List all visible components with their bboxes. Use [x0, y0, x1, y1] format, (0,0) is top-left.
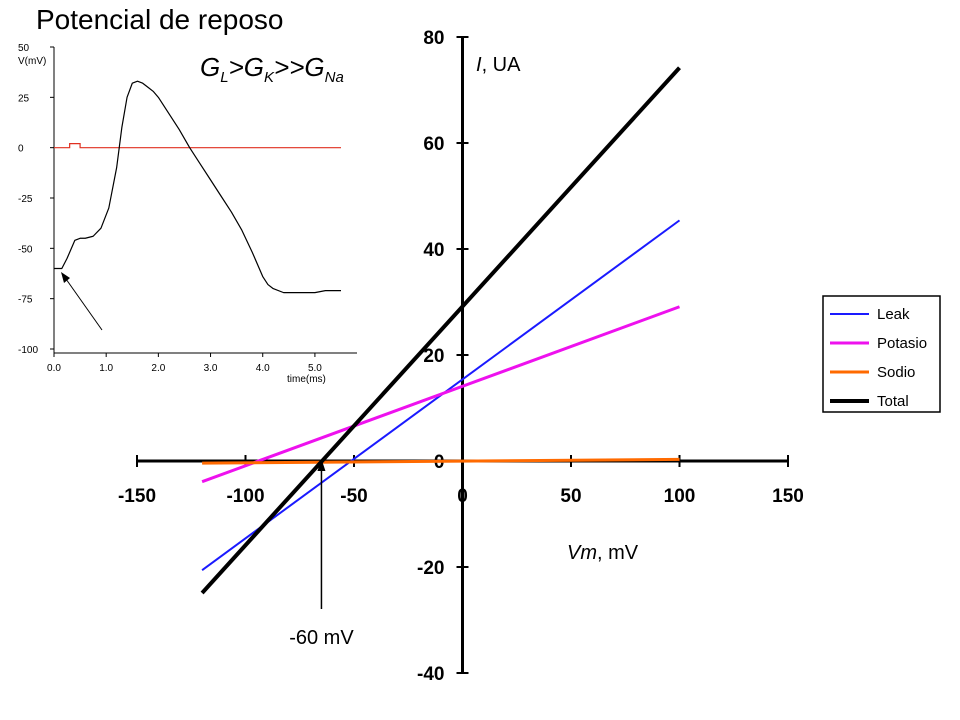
y-tick-label: -40	[417, 664, 444, 685]
x-tick-label: 50	[560, 486, 581, 507]
inset-x-tick-label: 3.0	[204, 363, 218, 374]
conductance-relation: GL>GK>>GNa	[200, 52, 344, 86]
y-tick-label: 80	[423, 28, 444, 49]
legend-label: Total	[877, 393, 909, 410]
inset-y-tick-label: -50	[18, 244, 33, 255]
cond-s2: K	[264, 69, 275, 87]
inset-y-tick-label: -75	[18, 295, 33, 306]
legend: Leak Potasio Sodio Total	[822, 295, 941, 413]
x-tick-label: -150	[118, 486, 156, 507]
y-axis-unit: , UA	[482, 54, 522, 76]
inset-arrowhead	[61, 272, 70, 283]
y-tick-label: 60	[423, 134, 444, 155]
x-tick-label: 150	[772, 486, 804, 507]
legend-label: Leak	[877, 306, 910, 323]
annotation-label: -60 mV	[289, 627, 354, 649]
cond-op2: >>	[274, 52, 305, 82]
y-tick-label: -20	[417, 558, 444, 579]
inset-y-tick-label: 25	[18, 93, 30, 104]
x-tick-label: -50	[340, 486, 367, 507]
inset-y-tick-label: 0	[18, 144, 24, 155]
inset-y-tick-label: -100	[18, 345, 38, 356]
x-tick-label: 100	[664, 486, 696, 507]
x-tick-label: 0	[457, 486, 468, 507]
x-axis-unit: , mV	[597, 542, 639, 564]
cond-g1: G	[200, 52, 221, 82]
x-tick-label: -100	[226, 486, 264, 507]
y-axis-var: I	[476, 54, 482, 76]
annotation-arrowhead	[317, 459, 326, 471]
y-tick-label: 40	[423, 240, 444, 261]
chart-title: Potencial de reposo	[36, 4, 284, 35]
legend-label: Potasio	[877, 335, 927, 352]
inset-arrow	[65, 278, 103, 331]
y-axis-label: I, UA	[476, 54, 521, 76]
inset-ap-plot: 50 25 0 -25 -50 -75 -100 V(mV) 0.0 1.0 2.0 3.0 4.0 5.…	[18, 43, 357, 385]
inset-y-tick-label: 50	[18, 43, 30, 54]
cond-s1: L	[220, 69, 229, 87]
x-axis-var: Vm	[567, 542, 597, 564]
inset-x-tick-label: 4.0	[256, 363, 270, 374]
cond-op1: >	[228, 52, 244, 82]
legend-box	[822, 295, 941, 413]
inset-x-tick-label: 5.0	[308, 363, 322, 374]
series-line-potasio	[201, 305, 681, 484]
inset-voltage-trace	[54, 80, 341, 294]
y-tick-label: 20	[423, 346, 444, 367]
legend-label: Sodio	[877, 364, 915, 381]
inset-stimulus-line	[54, 143, 341, 149]
series-line-sodio	[202, 457, 680, 465]
cond-g2: G	[243, 52, 264, 82]
inset-x-tick-label: 0.0	[47, 363, 61, 374]
inset-x-tick-label: 1.0	[99, 363, 113, 374]
inset-y-label: V(mV)	[18, 56, 46, 67]
cond-s3: Na	[324, 69, 344, 87]
inset-y-tick-label: -25	[18, 194, 33, 205]
inset-x-tick-label: 2.0	[151, 363, 165, 374]
series-line-total	[200, 66, 681, 595]
x-axis-label: Vm, mV	[567, 542, 639, 564]
cond-g3: G	[304, 52, 325, 82]
inset-x-label: time(ms)	[287, 374, 326, 385]
